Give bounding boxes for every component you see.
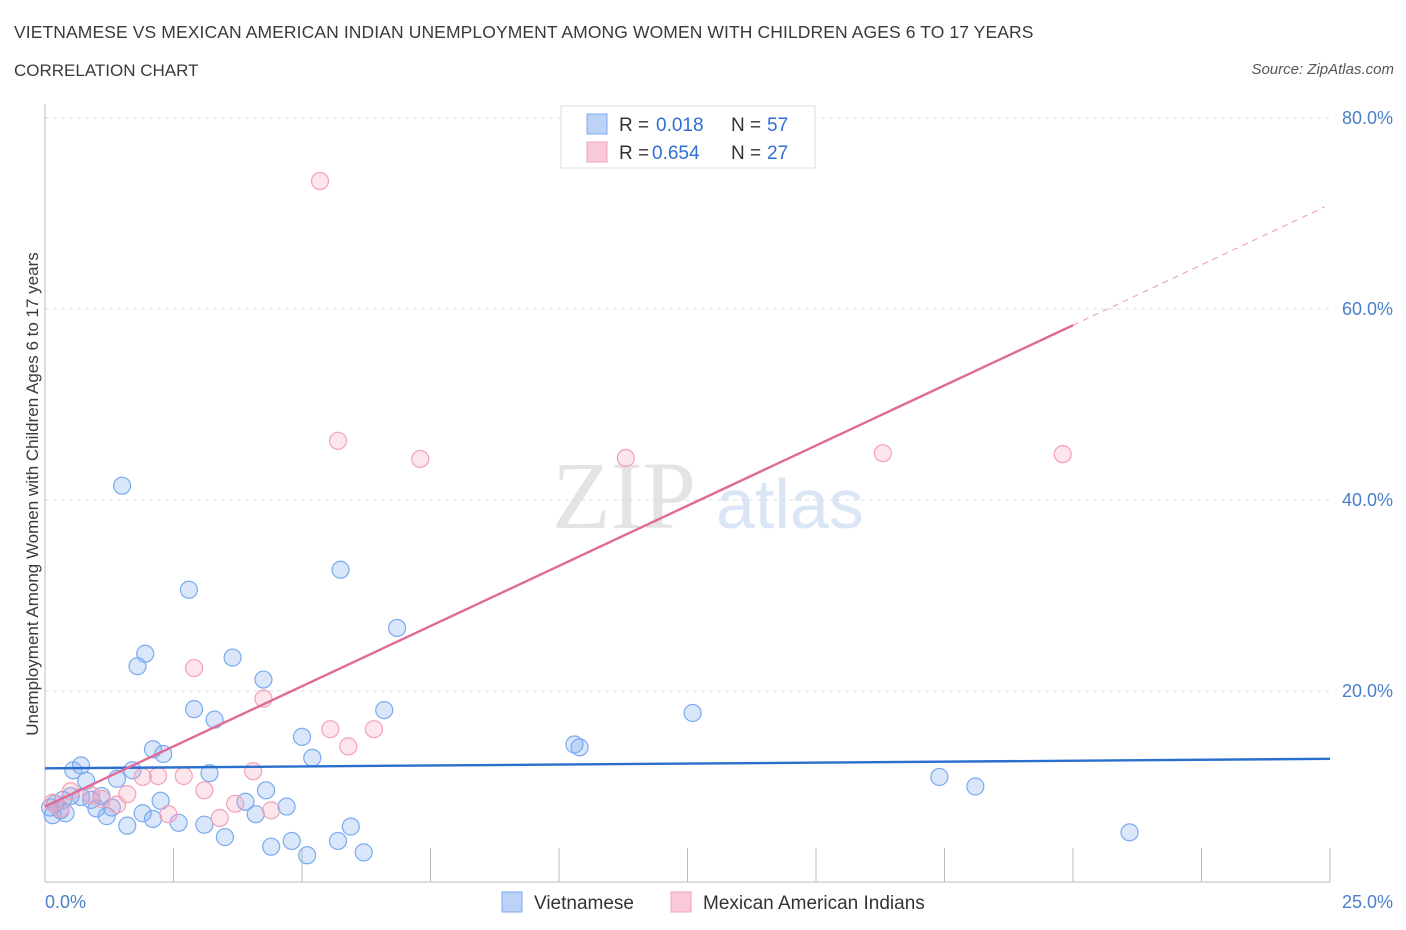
point-vietnamese xyxy=(341,817,360,836)
legend-r-label: R = xyxy=(619,115,649,136)
point-mexican-american-indians xyxy=(262,801,281,820)
bottom-legend-swatch-mexican-american-indians xyxy=(670,891,692,913)
chart-subtitle: CORRELATION CHART xyxy=(14,61,199,80)
point-vietnamese xyxy=(215,828,234,847)
series-legend: Vietnamese Mexican American Indians xyxy=(501,891,925,914)
y-tick-label: 60.0% xyxy=(1342,299,1393,319)
point-mexican-american-indians xyxy=(1053,445,1072,464)
point-mexican-american-indians xyxy=(244,762,263,781)
y-axis-label: Unemployment Among Women with Children A… xyxy=(23,252,42,736)
point-vietnamese xyxy=(179,580,199,599)
point-vietnamese xyxy=(1120,823,1139,842)
point-vietnamese xyxy=(328,831,348,851)
chart-title: VIETNAMESE VS MEXICAN AMERICAN INDIAN UN… xyxy=(14,22,1034,42)
point-vietnamese xyxy=(387,618,407,638)
point-mexican-american-indians xyxy=(174,766,193,786)
point-vietnamese xyxy=(118,816,137,835)
x-tick-label: 25.0% xyxy=(1342,892,1393,912)
point-vietnamese xyxy=(331,560,350,579)
trend-line-mexican-american-indians xyxy=(44,324,1074,808)
bottom-legend-swatch-vietnamese xyxy=(501,891,523,913)
point-vietnamese xyxy=(71,756,91,775)
point-vietnamese xyxy=(292,727,312,746)
point-vietnamese xyxy=(223,648,242,667)
point-vietnamese xyxy=(298,846,317,865)
y-tick-label: 20.0% xyxy=(1342,681,1393,701)
point-mexican-american-indians xyxy=(118,785,137,804)
point-vietnamese xyxy=(354,843,373,862)
point-mexican-american-indians xyxy=(133,767,152,787)
point-mexican-american-indians xyxy=(195,781,214,800)
point-vietnamese xyxy=(246,805,265,824)
point-vietnamese xyxy=(136,644,155,663)
legend-swatch-mexican-american-indians xyxy=(586,141,608,163)
point-vietnamese xyxy=(966,777,985,796)
point-mexican-american-indians xyxy=(616,448,635,468)
point-vietnamese xyxy=(262,837,281,856)
legend-n-value-mexican-american-indians: 27 xyxy=(767,143,788,164)
gridlines xyxy=(45,117,1330,692)
legend-n-label: N = xyxy=(731,115,761,136)
point-mexican-american-indians xyxy=(321,720,340,739)
trend-line-vietnamese xyxy=(44,757,1331,770)
point-vietnamese xyxy=(254,670,273,689)
point-vietnamese xyxy=(112,476,132,495)
point-vietnamese xyxy=(565,735,584,754)
point-mexican-american-indians xyxy=(82,785,101,805)
point-vietnamese xyxy=(143,809,163,829)
x-tick-label: 0.0% xyxy=(45,892,86,912)
trend-extension-mexican-american-indians xyxy=(1072,206,1326,326)
point-mexican-american-indians xyxy=(92,789,111,809)
point-vietnamese xyxy=(930,767,949,787)
correlation-legend: R = 0.018 N = 57 R = 0.654 N = 27 xyxy=(560,105,816,169)
bottom-legend-label-mexican-american-indians: Mexican American Indians xyxy=(703,893,925,914)
point-mexican-american-indians xyxy=(873,444,892,463)
legend-r-value-mexican-american-indians: 0.654 xyxy=(652,143,700,164)
legend-n-value-vietnamese: 57 xyxy=(767,115,788,136)
point-vietnamese xyxy=(256,781,276,800)
point-vietnamese xyxy=(133,804,152,823)
axes xyxy=(44,104,1331,883)
y-tick-label: 40.0% xyxy=(1342,490,1393,510)
point-mexican-american-indians xyxy=(159,805,178,824)
point-vietnamese xyxy=(277,797,296,816)
point-mexican-american-indians xyxy=(210,808,229,828)
point-vietnamese xyxy=(375,700,394,720)
legend-r-label: R = xyxy=(619,143,649,164)
bottom-legend-label-vietnamese: Vietnamese xyxy=(534,893,634,914)
trend-lines xyxy=(44,206,1331,808)
point-vietnamese xyxy=(184,700,204,719)
point-mexican-american-indians xyxy=(339,737,358,756)
point-vietnamese xyxy=(303,748,322,767)
watermark-atlas: atlas xyxy=(716,465,864,543)
legend-r-value-vietnamese: 0.018 xyxy=(656,115,704,136)
point-vietnamese xyxy=(683,703,702,723)
y-tick-label: 80.0% xyxy=(1342,108,1393,128)
point-vietnamese xyxy=(200,764,219,783)
data-points xyxy=(41,171,1139,865)
point-mexican-american-indians xyxy=(226,794,245,813)
watermark-zip: ZIP xyxy=(552,442,696,549)
legend-swatch-vietnamese xyxy=(586,113,608,135)
point-mexican-american-indians xyxy=(148,766,168,786)
tick-labels: 20.0% 40.0% 60.0% 80.0% 0.0% 25.0% xyxy=(45,108,1393,912)
point-vietnamese xyxy=(195,815,214,834)
point-mexican-american-indians xyxy=(364,720,384,739)
point-vietnamese xyxy=(282,831,301,851)
point-mexican-american-indians xyxy=(310,171,330,191)
legend-n-label: N = xyxy=(731,143,761,164)
point-vietnamese xyxy=(151,791,170,810)
point-mexican-american-indians xyxy=(411,449,430,469)
source-credit: Source: ZipAtlas.com xyxy=(1251,61,1394,78)
point-mexican-american-indians xyxy=(328,431,348,450)
watermark: ZIP atlas xyxy=(552,442,864,549)
point-mexican-american-indians xyxy=(184,658,204,678)
point-vietnamese xyxy=(97,807,116,826)
point-vietnamese xyxy=(570,738,589,757)
